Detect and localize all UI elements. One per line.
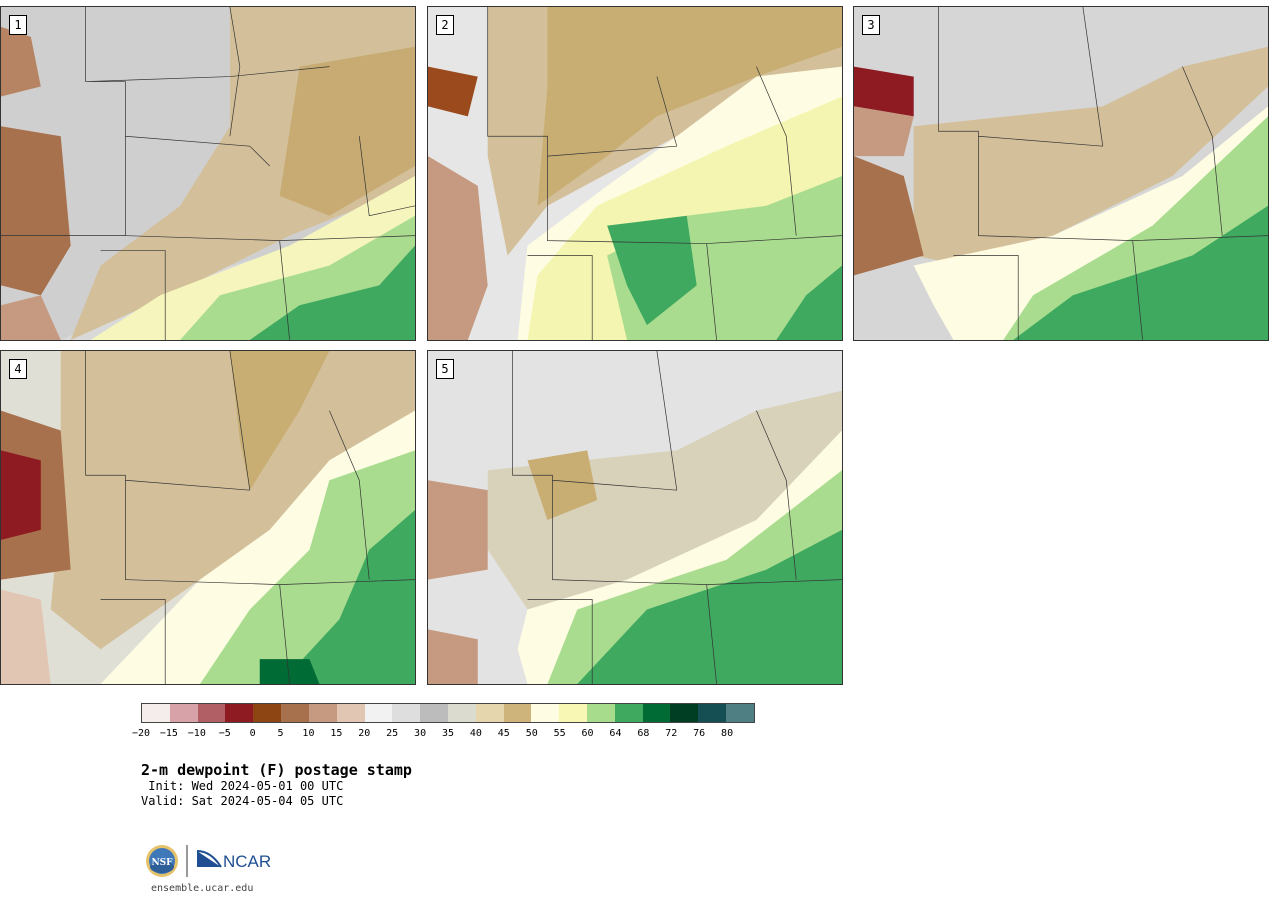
colorbar-swatch xyxy=(559,704,587,722)
map-4 xyxy=(1,351,415,684)
colorbar-tick-label: 15 xyxy=(330,728,343,739)
colorbar-tick-label: 64 xyxy=(609,728,622,739)
colorbar-swatch xyxy=(726,704,754,722)
colorbar-tick-label: −10 xyxy=(187,728,206,739)
colorbar-swatch xyxy=(308,704,337,722)
colorbar-tick-label: −15 xyxy=(159,728,178,739)
colorbar-tick-label: −5 xyxy=(218,728,231,739)
colorbar-ticks: −20 −15 −10 −5 0 5 10 15 20 25 30 35 40 45 50 55 60 64 68 7… xyxy=(132,728,755,742)
colorbar-tick-label: −20 xyxy=(131,728,151,739)
colorbar-tick-label: 25 xyxy=(386,728,399,739)
colorbar-swatch xyxy=(642,704,671,722)
colorbar-tick-label: 5 xyxy=(277,728,284,739)
init-time: Init: Wed 2024-05-01 00 UTC xyxy=(141,779,344,793)
valid-time: Valid: Sat 2024-05-04 05 UTC xyxy=(141,794,344,808)
colorbar-tick-label: 55 xyxy=(553,728,566,739)
colorbar-swatch xyxy=(364,704,393,722)
colorbar-swatch xyxy=(169,704,198,722)
colorbar-tick-label: 30 xyxy=(414,728,427,739)
colorbar-swatch xyxy=(281,704,309,722)
colorbar-swatch xyxy=(225,704,254,722)
chart-title: 2-m dewpoint (F) postage stamp xyxy=(141,761,412,779)
panel-label: 1 xyxy=(9,15,27,35)
stamp-panel-3: 3 xyxy=(853,6,1269,341)
colorbar-swatch xyxy=(142,704,170,722)
colorbar-tick-label: 80 xyxy=(721,728,734,739)
stamp-panel-2: 2 xyxy=(427,6,843,341)
colorbar-tick-label: 72 xyxy=(665,728,678,739)
colorbar-tick-label: 50 xyxy=(525,728,538,739)
nsf-logo-icon: NSF NCAR xyxy=(146,845,271,877)
colorbar-swatch xyxy=(587,704,615,722)
colorbar-swatch xyxy=(698,704,727,722)
colorbar-tick-label: 20 xyxy=(358,728,371,739)
svg-text:NCAR: NCAR xyxy=(223,852,271,871)
map-3 xyxy=(854,7,1268,340)
colorbar-swatch xyxy=(447,704,476,722)
colorbar-swatch xyxy=(475,704,504,722)
panel-label: 3 xyxy=(862,15,880,35)
site-url: ensemble.ucar.edu xyxy=(151,883,254,894)
colorbar-tick-label: 40 xyxy=(469,728,482,739)
colorbar-swatch xyxy=(197,704,226,722)
colorbar-tick-label: 0 xyxy=(249,728,256,739)
colorbar-swatch xyxy=(614,704,643,722)
map-5 xyxy=(428,351,842,684)
colorbar-tick-label: 68 xyxy=(637,728,650,739)
colorbar-swatch xyxy=(253,704,282,722)
colorbar-tick-label: 45 xyxy=(497,728,510,739)
colorbar-tick-label: 35 xyxy=(441,728,455,739)
svg-text:NSF: NSF xyxy=(151,858,173,868)
logos: NSF NCAR xyxy=(145,843,275,879)
map-2 xyxy=(428,7,842,340)
colorbar-swatch xyxy=(531,704,560,722)
stamp-panel-1: 1 xyxy=(0,6,416,341)
colorbar-swatch xyxy=(503,704,532,722)
map-1 xyxy=(1,7,415,340)
panel-label: 2 xyxy=(436,15,454,35)
colorbar-tick-label: 60 xyxy=(581,728,594,739)
stamp-panel-5: 5 xyxy=(427,350,843,685)
colorbar-swatch xyxy=(392,704,421,722)
panel-label: 5 xyxy=(436,359,454,379)
colorbar-tick-label: 10 xyxy=(302,728,315,739)
colorbar-tick-label: 76 xyxy=(693,728,706,739)
colorbar xyxy=(141,703,755,723)
panel-label: 4 xyxy=(9,359,27,379)
stamp-panel-4: 4 xyxy=(0,350,416,685)
colorbar-swatch xyxy=(336,704,365,722)
colorbar-swatch xyxy=(670,704,699,722)
colorbar-swatch xyxy=(420,704,448,722)
